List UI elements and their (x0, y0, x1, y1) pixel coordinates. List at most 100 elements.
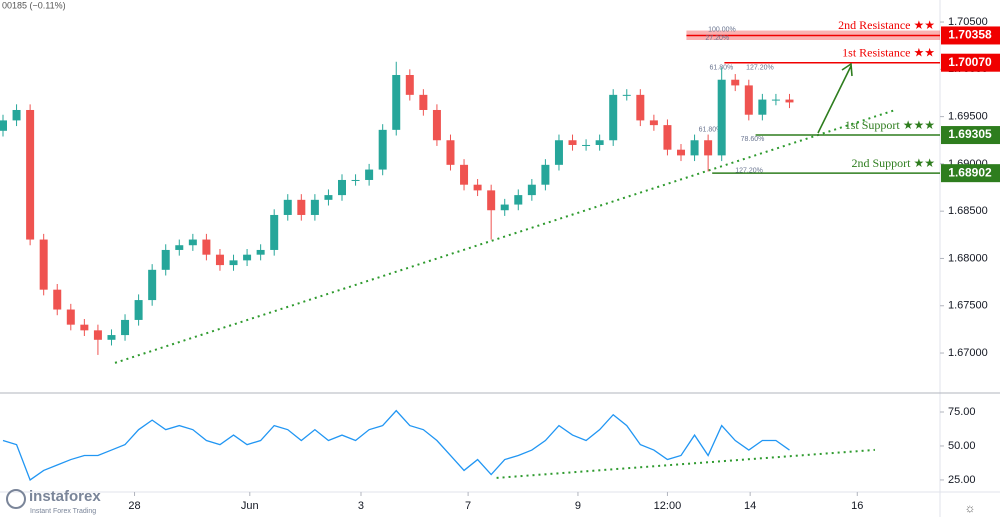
candle-body (554, 140, 563, 165)
level-price-label: 1.68902 (948, 165, 992, 179)
x-tick-label: 28 (128, 500, 140, 512)
candle-body (310, 199, 319, 215)
candle-body (690, 140, 699, 156)
y-tick-label: 50.00 (948, 440, 976, 452)
x-tick-label: 12:00 (654, 500, 682, 512)
level-name: 2nd Resistance ★★ (838, 18, 935, 32)
level-name: 2nd Support ★★ (851, 156, 935, 170)
y-tick-label: 75.00 (948, 406, 976, 418)
candle-body (215, 254, 224, 266)
candle-body (297, 199, 306, 215)
candle-body (771, 99, 780, 101)
candle-body (758, 99, 767, 115)
candle-body (541, 164, 550, 185)
candle-body (66, 309, 75, 325)
logo: instaforex Instant Forex Trading (6, 488, 101, 515)
projection-arrow (817, 62, 853, 134)
y-tick-label: 1.67000 (948, 347, 988, 359)
candle-body (121, 319, 130, 336)
candle-body (39, 239, 48, 290)
candle-body (229, 260, 238, 266)
candle-body (392, 74, 401, 130)
candle-body (785, 99, 794, 103)
candle-body (622, 94, 631, 96)
candle-body (731, 79, 740, 86)
settings-icon[interactable]: ☼ (965, 501, 976, 515)
level-price-box (941, 26, 1000, 45)
candle-body (432, 109, 441, 141)
y-tick-label: 1.70500 (948, 16, 988, 28)
candle-body (582, 144, 591, 146)
candle-body (460, 164, 469, 185)
level-price-label: 1.70070 (948, 55, 992, 69)
fib-label: 61.80% (699, 127, 723, 134)
y-tick-label: 1.68000 (948, 252, 988, 264)
candle-body (0, 120, 7, 131)
x-tick-label: 16 (851, 500, 863, 512)
logo-tagline: Instant Forex Trading (30, 508, 96, 515)
x-tick-label: 9 (575, 500, 581, 512)
logo-icon (6, 489, 26, 509)
y-tick-label: 1.68500 (948, 205, 988, 217)
candle-body (514, 195, 523, 205)
x-tick-label: 14 (744, 500, 756, 512)
x-tick-label: 3 (358, 500, 364, 512)
candle-body (595, 140, 604, 145)
candle-body (26, 109, 35, 240)
fib-label: 127.20% (735, 167, 763, 174)
candle-body (283, 199, 292, 215)
fib-label: 27.20% (705, 35, 729, 42)
candle-body (527, 184, 536, 196)
x-tick-label: 7 (465, 500, 471, 512)
candle-body (568, 140, 577, 145)
candle-body (270, 214, 279, 250)
fib-label: 78.60% (741, 136, 765, 143)
candle-body (202, 239, 211, 255)
candle-body (243, 254, 252, 261)
candle-body (53, 289, 62, 310)
level-price-box (941, 53, 1000, 72)
level-name: 1st Support ★★★ (845, 118, 935, 132)
candle-body (175, 245, 184, 250)
candle-body (609, 94, 618, 141)
candle-body (107, 335, 116, 340)
candle-body (663, 125, 672, 150)
level-price-label: 1.70358 (948, 28, 992, 42)
candle-body (744, 85, 753, 115)
level-price-label: 1.69305 (948, 127, 992, 141)
candle-body (161, 249, 170, 270)
x-tick-label: Jun (241, 500, 259, 512)
candle-body (148, 269, 157, 301)
candle-body (717, 79, 726, 156)
candle-body (677, 149, 686, 156)
candle-body (446, 140, 455, 165)
candle-body (649, 120, 658, 126)
candle-body (188, 239, 197, 246)
candle-body (636, 94, 645, 121)
rsi-line (2, 409, 790, 481)
candle-body (324, 195, 333, 200)
candle-body (93, 330, 102, 340)
y-tick-label: 1.69500 (948, 111, 988, 123)
candle-body (351, 179, 360, 181)
candle-body (419, 94, 428, 110)
fib-label: 127.20% (746, 64, 774, 71)
candle-body (405, 74, 414, 95)
y-tick-label: 25.00 (948, 474, 976, 486)
fib-label: 100.00% (708, 26, 736, 33)
candle-body (500, 204, 509, 211)
candle-body (256, 249, 265, 255)
candle-body (704, 140, 713, 156)
candle-body (134, 300, 143, 320)
candle-body (487, 190, 496, 211)
level-name: 1st Resistance ★★ (842, 45, 935, 59)
candle-body (378, 129, 387, 170)
candle-body (365, 169, 374, 180)
y-tick-label: 1.67500 (948, 300, 988, 312)
candle-body (338, 179, 347, 196)
level-price-box (941, 164, 1000, 183)
candle-body (12, 109, 21, 121)
candle-body (80, 324, 89, 331)
